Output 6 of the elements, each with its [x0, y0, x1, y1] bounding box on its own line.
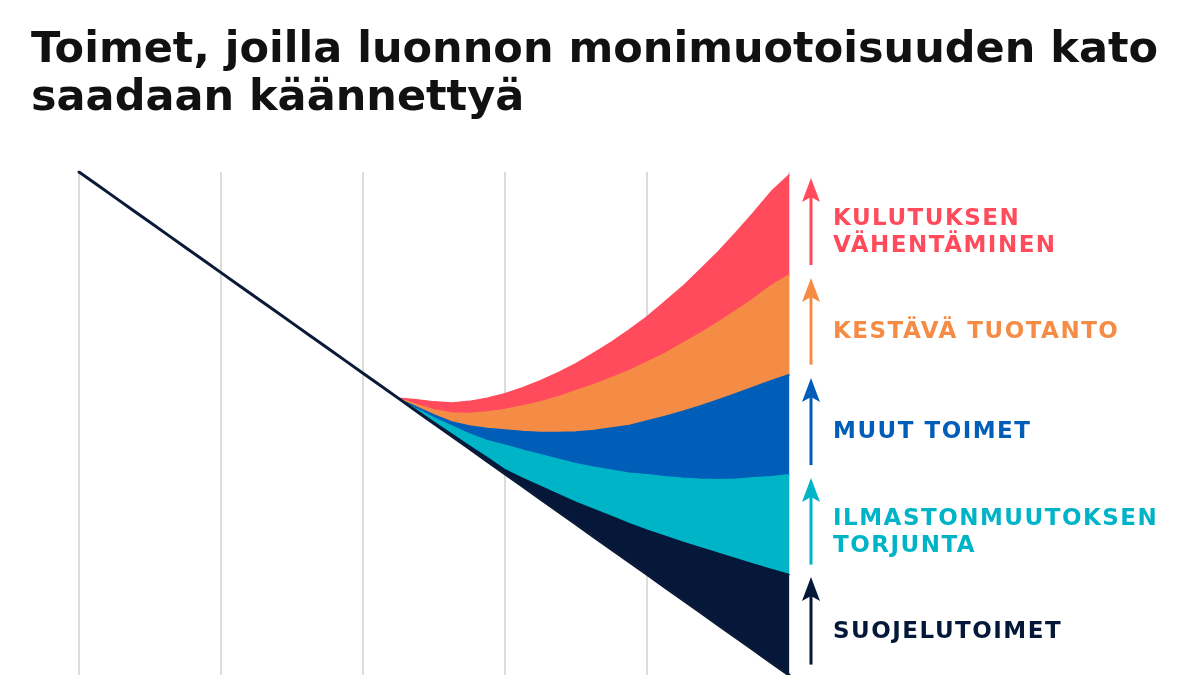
legend-label: ILMASTONMUUTOKSEN TORJUNTA: [833, 503, 1160, 558]
legend-label: KULUTUKSEN VÄHENTÄMINEN: [833, 204, 1058, 259]
legend-label: MUUT TOIMET: [833, 417, 1032, 445]
chart-title: Toimet, joilla luonnon monimuotoisuuden kato saadaan käännettyä: [31, 22, 1159, 120]
legend-label: KESTÄVÄ TUOTANTO: [833, 317, 1120, 345]
legend-label: SUOJELUTOIMET: [833, 617, 1063, 645]
